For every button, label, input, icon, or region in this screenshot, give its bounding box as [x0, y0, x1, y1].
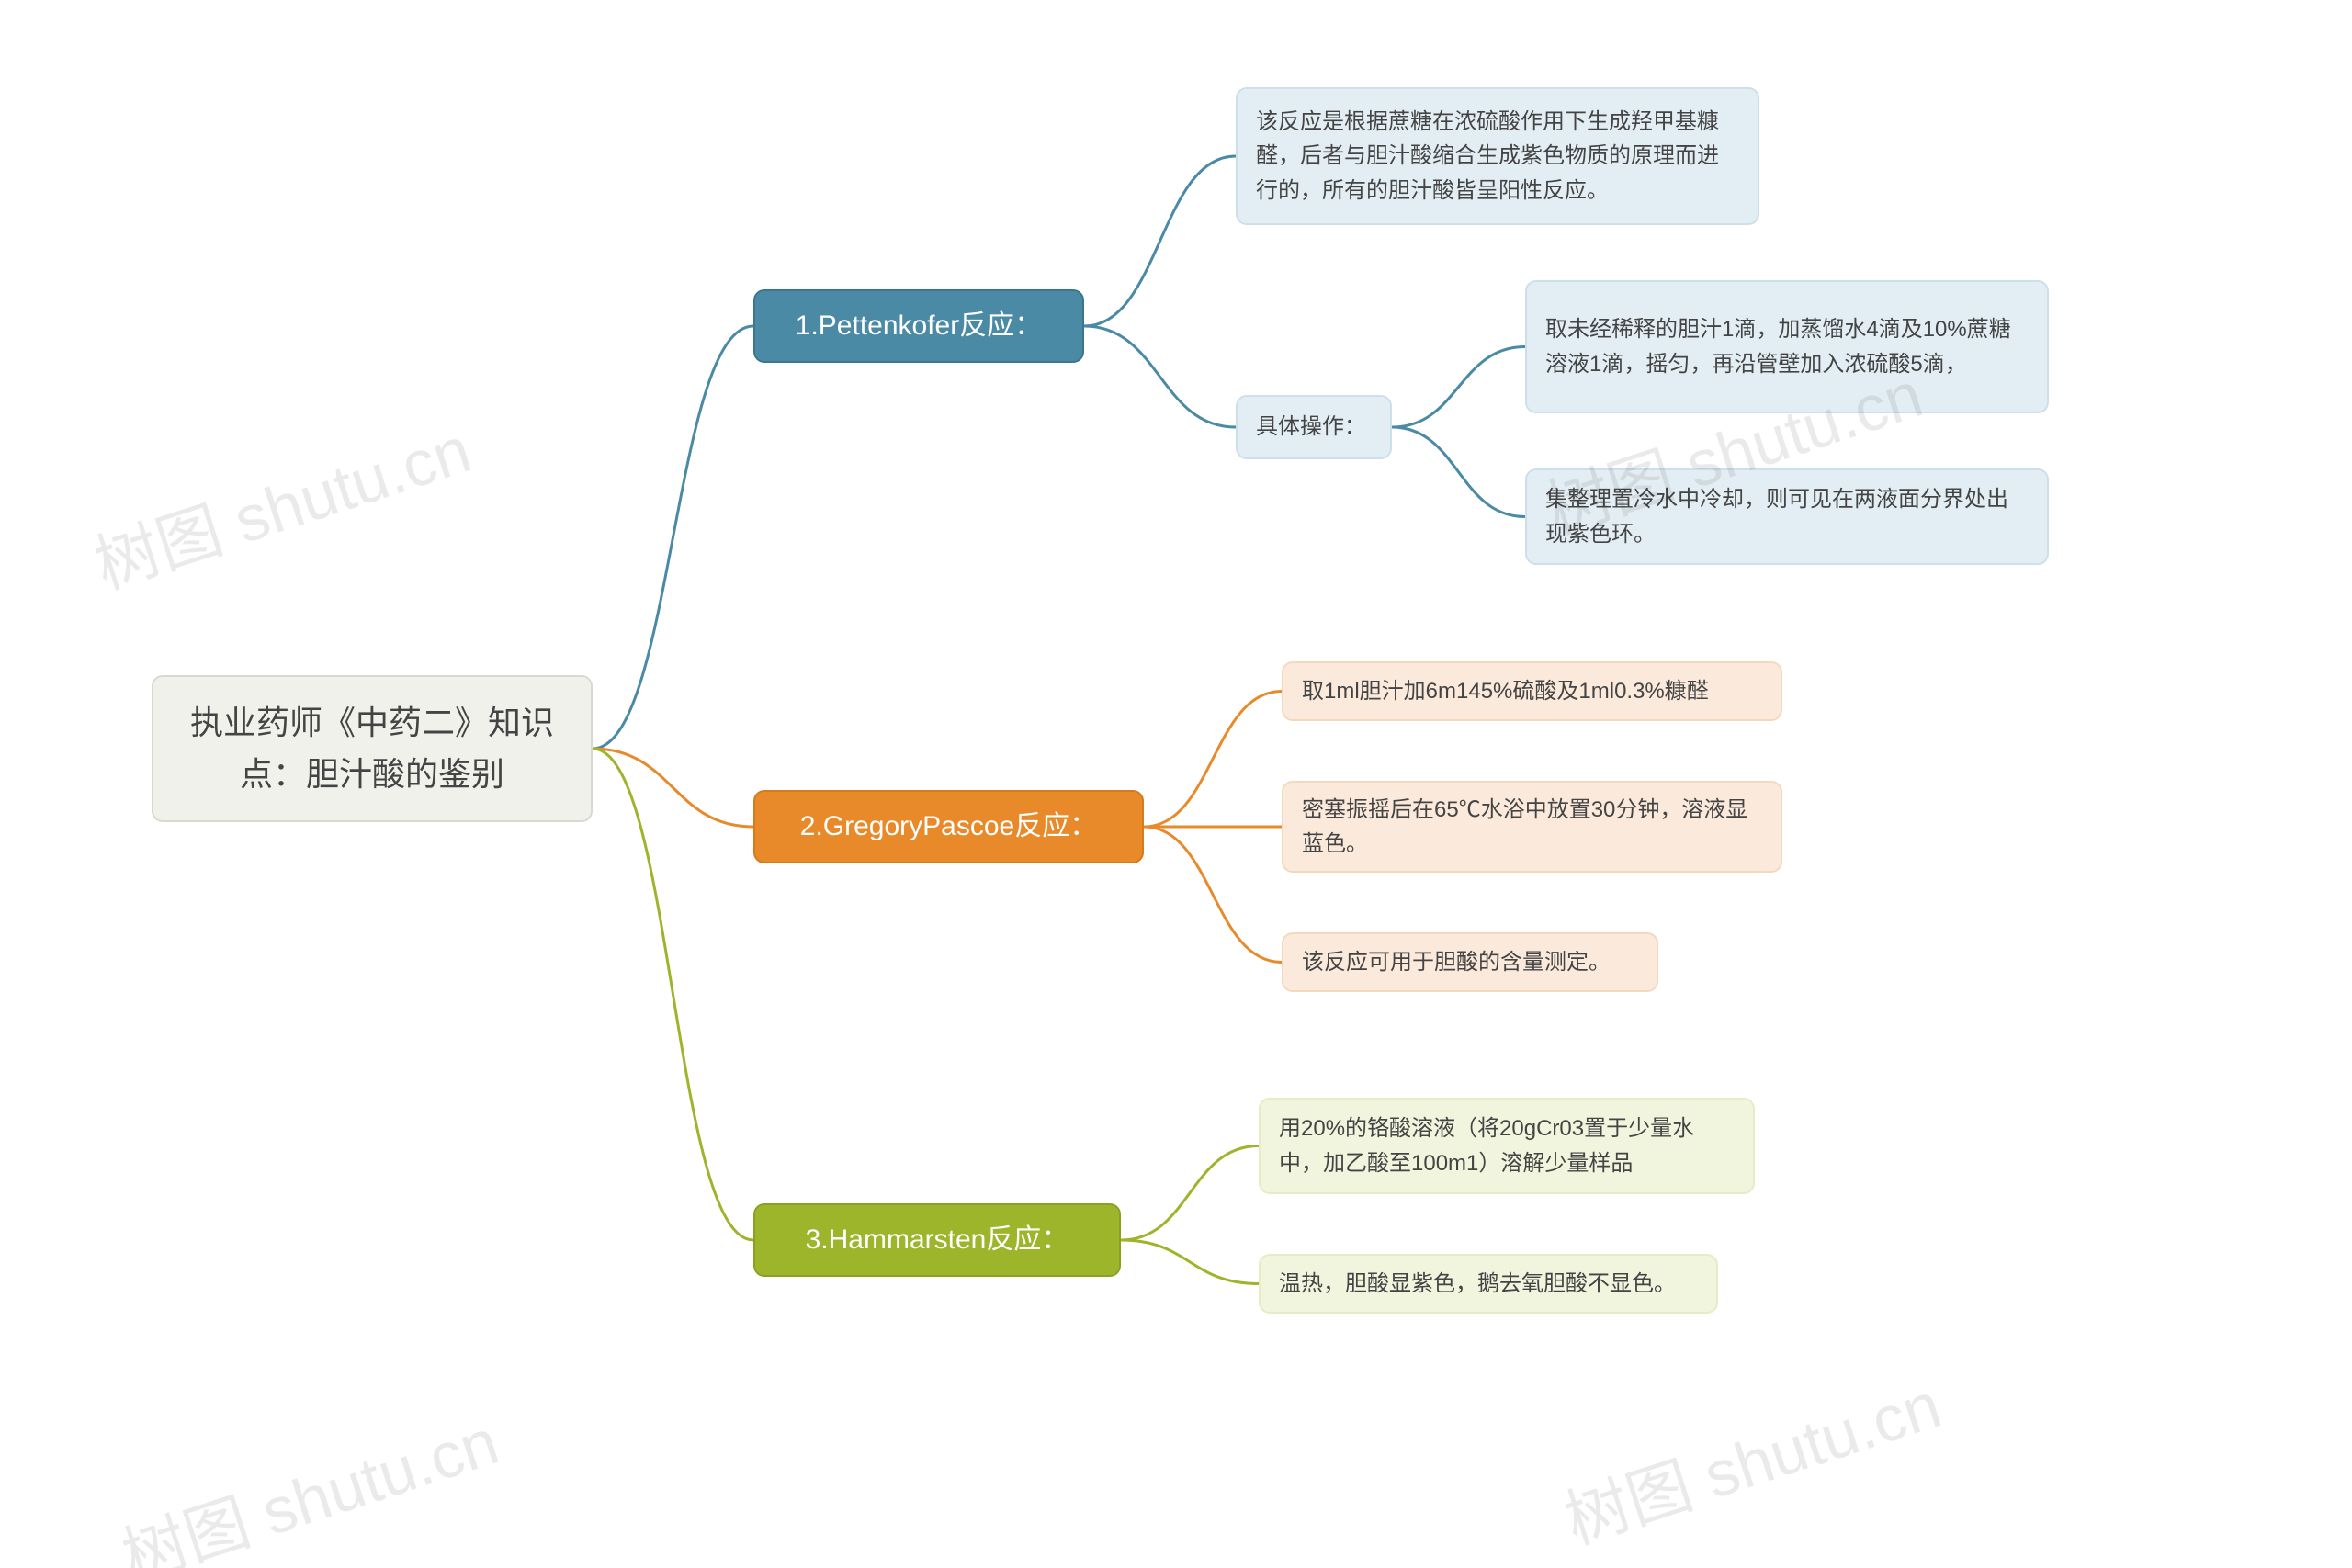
leaf-hammarsten-step2: 温热，胆酸显紫色，鹅去氧胆酸不显色。: [1259, 1254, 1718, 1314]
leaf-text: 温热，胆酸显紫色，鹅去氧胆酸不显色。: [1279, 1267, 1676, 1301]
leaf-gregory-step2: 密塞振摇后在65℃水浴中放置30分钟，溶液显蓝色。: [1282, 781, 1782, 873]
leaf-text: 该反应可用于胆酸的含量测定。: [1302, 945, 1611, 979]
watermark-text: 树图 shutu.cn: [114, 1405, 506, 1568]
branch-pettenkofer: 1.Pettenkofer反应：: [753, 289, 1084, 363]
leaf-gregory-step3: 该反应可用于胆酸的含量测定。: [1282, 932, 1658, 992]
watermark-text: 树图 shutu.cn: [1556, 1369, 1949, 1557]
leaf-text: 取未经稀释的胆汁1滴，加蒸馏水4滴及10%蔗糖溶液1滴，摇匀，再沿管壁加入浓硫酸…: [1545, 312, 2029, 380]
branch-label: 1.Pettenkofer反应：: [796, 305, 1042, 348]
leaf-pettenkofer-op-step1: 取未经稀释的胆汁1滴，加蒸馏水4滴及10%蔗糖溶液1滴，摇匀，再沿管壁加入浓硫酸…: [1525, 280, 2049, 413]
leaf-text: 具体操作：: [1256, 410, 1366, 444]
watermark-text: 树图 shutu.cn: [86, 413, 479, 602]
watermark: 树图 shutu.cn: [109, 1391, 509, 1568]
leaf-text: 取1ml胆汁加6m145%硫酸及1ml0.3%糠醛: [1302, 674, 1709, 708]
leaf-pettenkofer-principle: 该反应是根据蔗糖在浓硫酸作用下生成羟甲基糠醛，后者与胆汁酸缩合生成紫色物质的原理…: [1236, 87, 1759, 225]
leaf-text: 集整理置冷水中冷却，则可见在两液面分界处出现紫色环。: [1545, 482, 2029, 550]
leaf-hammarsten-step1: 用20%的铬酸溶液（将20gCr03置于少量水中，加乙酸至100m1）溶解少量样…: [1259, 1098, 1755, 1194]
leaf-text: 密塞振摇后在65℃水浴中放置30分钟，溶液显蓝色。: [1302, 793, 1762, 861]
leaf-gregory-step1: 取1ml胆汁加6m145%硫酸及1ml0.3%糠醛: [1282, 661, 1782, 721]
leaf-pettenkofer-op-step2: 集整理置冷水中冷却，则可见在两液面分界处出现紫色环。: [1525, 468, 2049, 565]
leaf-text: 该反应是根据蔗糖在浓硫酸作用下生成羟甲基糠醛，后者与胆汁酸缩合生成紫色物质的原理…: [1256, 105, 1739, 208]
leaf-text: 用20%的铬酸溶液（将20gCr03置于少量水中，加乙酸至100m1）溶解少量样…: [1279, 1111, 1735, 1179]
branch-label: 2.GregoryPascoe反应：: [800, 806, 1097, 849]
watermark: 树图 shutu.cn: [1552, 1354, 1951, 1562]
watermark: 树图 shutu.cn: [82, 399, 481, 607]
root-node: 执业药师《中药二》知识点：胆汁酸的鉴别: [152, 675, 593, 822]
leaf-pettenkofer-op-label: 具体操作：: [1236, 395, 1392, 459]
branch-hammarsten: 3.Hammarsten反应：: [753, 1203, 1121, 1277]
branch-label: 3.Hammarsten反应：: [806, 1219, 1069, 1262]
root-text: 执业药师《中药二》知识点：胆汁酸的鉴别: [181, 697, 563, 800]
branch-gregorypascoe: 2.GregoryPascoe反应：: [753, 790, 1144, 863]
